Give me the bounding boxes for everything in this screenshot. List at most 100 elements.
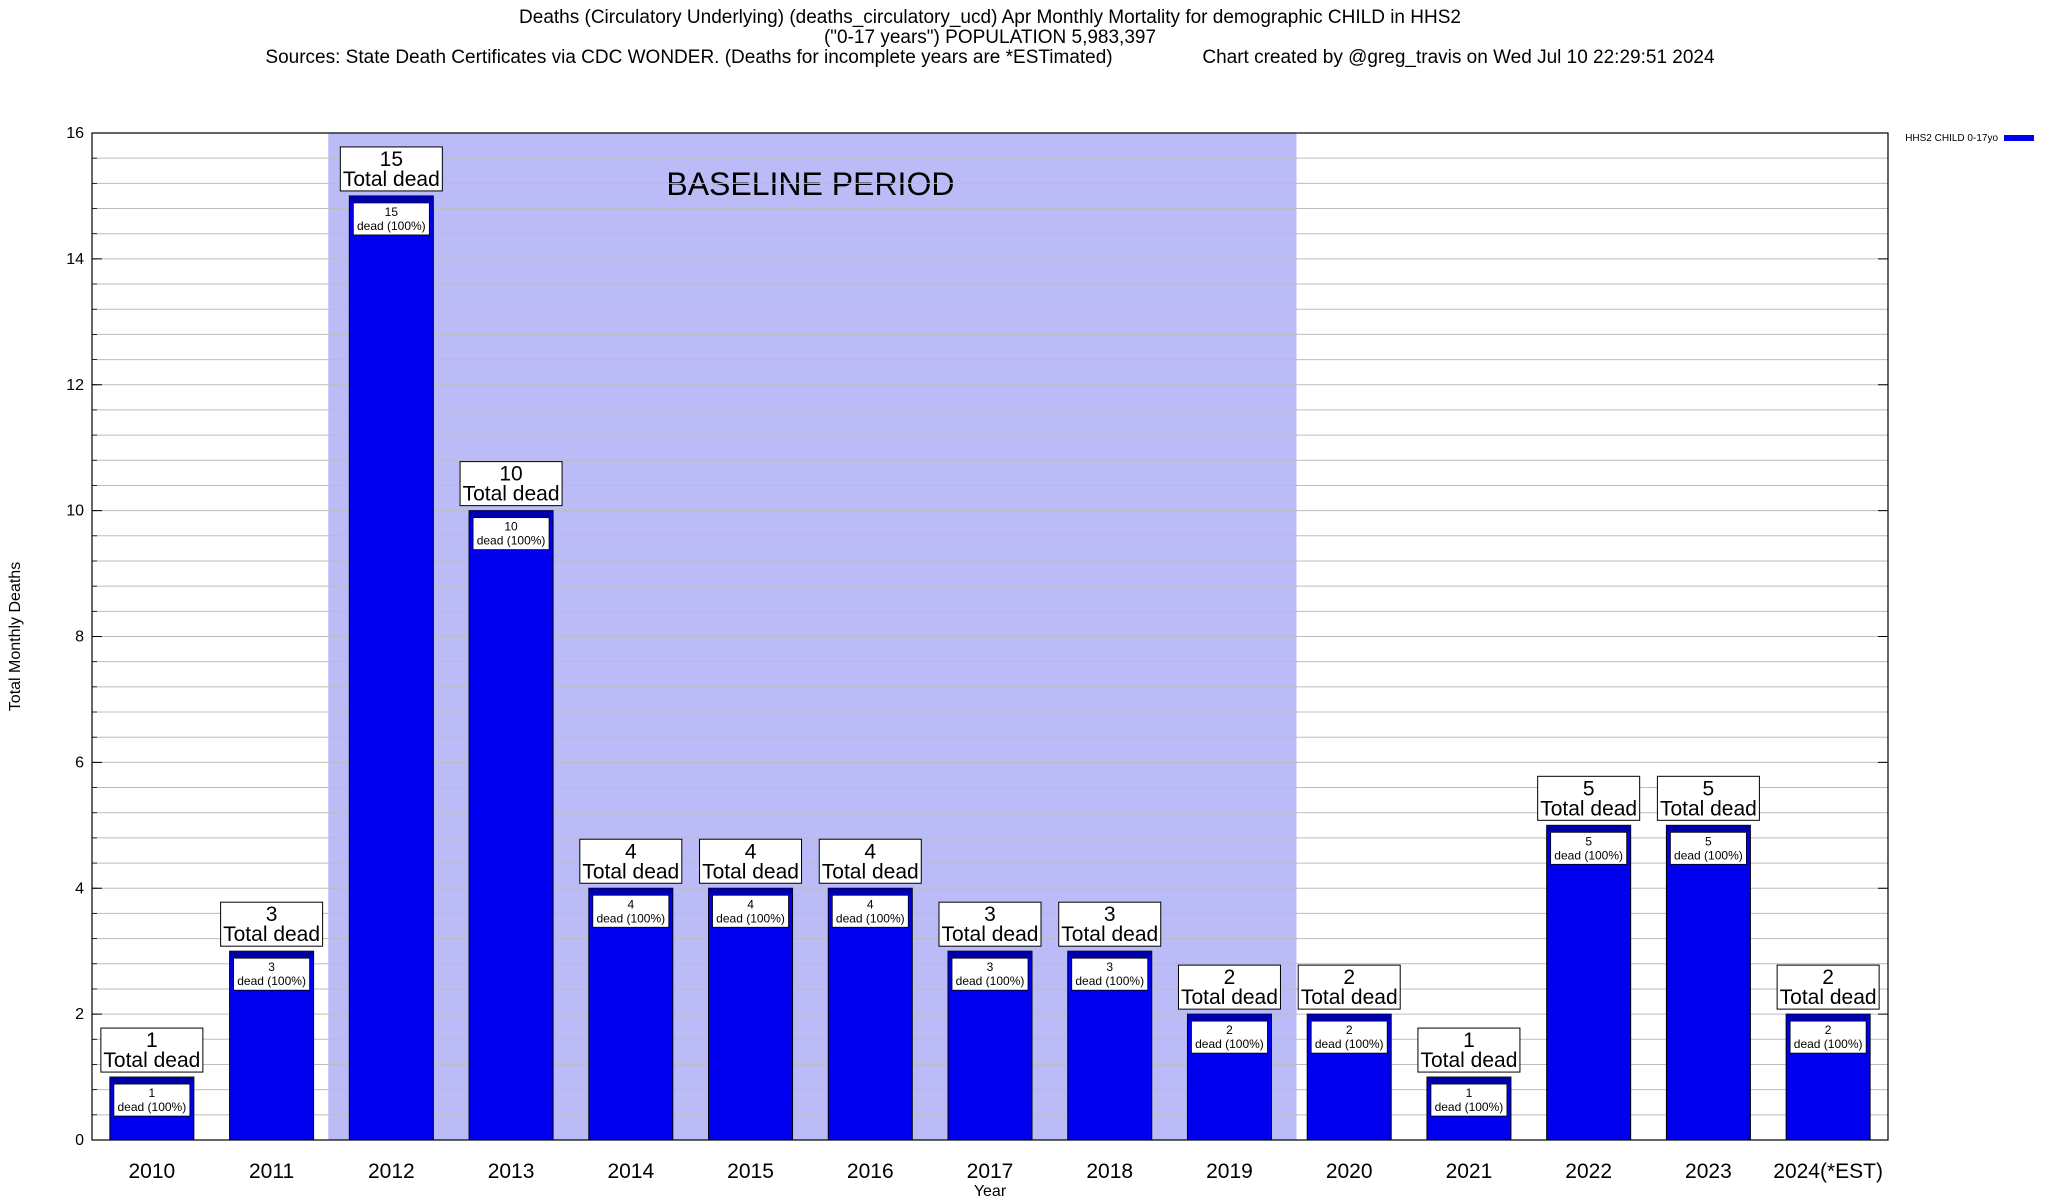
x-tick-label: 2023 [1685, 1160, 1732, 1183]
y-tick-label: 8 [75, 629, 84, 646]
inner-label-text: dead (100%) [836, 911, 905, 925]
inner-label-box [1430, 1083, 1508, 1117]
callout-value: 1 [1463, 1029, 1475, 1052]
bar [348, 195, 434, 1141]
bar-top-strip [1666, 825, 1751, 832]
bar-top-strip [708, 888, 793, 895]
inner-label-text: dead (100%) [1554, 848, 1623, 862]
bar-top-strip [469, 510, 554, 517]
y-tick-label: 4 [75, 880, 84, 897]
callout-value: 4 [745, 840, 757, 863]
bar-top-strip [588, 888, 673, 895]
title-line-2: ("0-17 years") POPULATION 5,983,397 [823, 27, 1157, 48]
callout-text: Total dead [942, 923, 1039, 946]
callout-text: Total dead [822, 860, 919, 883]
inner-label-text: dead (100%) [1674, 848, 1743, 862]
inner-label-box [592, 894, 670, 928]
chart-title: Deaths (Circulatory Underlying) (deaths_… [0, 8, 1980, 68]
callout-text: Total dead [1660, 797, 1757, 820]
inner-label-value: 1 [149, 1086, 156, 1100]
inner-label-text: dead (100%) [1195, 1037, 1264, 1051]
callout-text: Total dead [1301, 986, 1398, 1009]
callout-box [100, 1027, 204, 1073]
inner-label-value: 3 [1106, 960, 1113, 974]
callout-text: Total dead [343, 168, 440, 191]
x-tick-label: 2014 [607, 1160, 654, 1183]
callout-box [1656, 775, 1760, 821]
callout-text: Total dead [582, 860, 679, 883]
callout-box [938, 901, 1042, 947]
bar-top-strip [1786, 1014, 1871, 1021]
inner-label-value: 2 [1825, 1023, 1832, 1037]
bar-top-strip [1307, 1014, 1392, 1021]
callout-text: Total dead [223, 923, 320, 946]
inner-label-box [1071, 957, 1149, 991]
x-tick-label: 2020 [1326, 1160, 1373, 1183]
callout-value: 4 [625, 840, 637, 863]
inner-label-text: dead (100%) [118, 1100, 187, 1114]
callout-box [1058, 901, 1162, 947]
callout-box [818, 838, 922, 884]
inner-label-value: 3 [268, 960, 275, 974]
legend-group: HHS2 CHILD 0-17yo [1905, 133, 2034, 144]
callout-value: 2 [1224, 966, 1236, 989]
callout-value: 1 [146, 1029, 158, 1052]
baseline-label: BASELINE PERIOD [666, 166, 954, 202]
inner-label-text: dead (100%) [1435, 1100, 1504, 1114]
callout-value: 10 [499, 463, 522, 486]
inner-label-value: 4 [867, 897, 874, 911]
inner-label-value: 15 [385, 205, 399, 219]
inner-label-value: 4 [747, 897, 754, 911]
callout-value: 3 [984, 903, 996, 926]
callout-text: Total dead [702, 860, 799, 883]
x-tick-label: 2017 [967, 1160, 1014, 1183]
inner-label-box [113, 1083, 191, 1117]
inner-label-box [712, 894, 789, 928]
inner-label-box [1310, 1020, 1388, 1054]
inner-label-box [1550, 831, 1628, 865]
bar [827, 887, 913, 1141]
inner-label-box [233, 957, 311, 991]
bar-top-strip [1187, 1014, 1272, 1021]
inner-label-text: dead (100%) [1315, 1037, 1384, 1051]
bar-top-strip [828, 888, 913, 895]
y-tick-label: 12 [66, 377, 84, 394]
callout-text: Total dead [1061, 923, 1158, 946]
callout-box [579, 838, 683, 884]
inner-label-value: 10 [504, 520, 518, 534]
title-line-3: Sources: State Death Certificates via CD… [265, 47, 1715, 68]
y-tick-label: 0 [75, 1132, 84, 1149]
x-tick-label: 2021 [1446, 1160, 1493, 1183]
callout-box [1537, 775, 1641, 821]
bar [1665, 824, 1751, 1141]
inner-label-value: 5 [1705, 834, 1712, 848]
inner-label-box [472, 517, 550, 551]
callout-text: Total dead [463, 483, 560, 506]
x-axis-title: Year [974, 1183, 1007, 1200]
inner-label-value: 2 [1346, 1023, 1353, 1037]
callout-text: Total dead [1181, 986, 1278, 1009]
x-tick-label: 2022 [1565, 1160, 1612, 1183]
inner-label-text: dead (100%) [1075, 974, 1144, 988]
callout-box [699, 838, 803, 884]
inner-label-value: 1 [1466, 1086, 1473, 1100]
callout-value: 5 [1583, 777, 1595, 800]
inner-label-value: 2 [1226, 1023, 1233, 1037]
bar-top-strip [229, 951, 314, 958]
inner-label-value: 4 [627, 897, 634, 911]
inner-label-text: dead (100%) [237, 974, 306, 988]
callout-text: Total dead [103, 1049, 200, 1072]
callout-text: Total dead [1780, 986, 1877, 1009]
bar [468, 510, 554, 1141]
callout-box [1417, 1027, 1521, 1073]
bar [708, 887, 794, 1141]
callout-text: Total dead [1420, 1049, 1517, 1072]
x-tick-label: 2013 [488, 1160, 535, 1183]
title-line-1: Deaths (Circulatory Underlying) (deaths_… [519, 7, 1461, 28]
x-tick-label: 2024(*EST) [1773, 1160, 1883, 1183]
callout-box [339, 146, 443, 192]
callout-box [1297, 964, 1401, 1010]
inner-label-text: dead (100%) [716, 911, 785, 925]
bar-top-strip [109, 1077, 194, 1084]
